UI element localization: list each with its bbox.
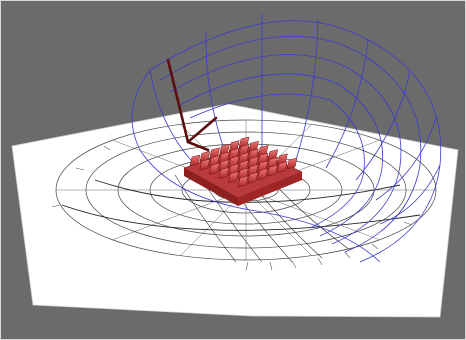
shading-panel [218,167,230,179]
hour-arc [355,69,411,181]
shading-panel [237,175,249,188]
sun-path-arc [149,20,442,263]
shading-panel [208,163,220,175]
shading-panel [267,164,278,177]
sun-path-arc [159,35,422,253]
shading-panel-array [183,136,303,206]
hour-arc [379,164,441,225]
array-edge [184,168,238,206]
sun-vector-head [186,116,218,144]
hour-arc [295,19,319,161]
shading-panel [286,157,298,170]
sun-vector-arrow [166,58,218,152]
array-edge [238,172,302,206]
sun-path-arc [189,93,365,229]
shading-panel [228,171,239,184]
sun-path-arc [169,54,402,245]
sun-path-arc [179,73,384,237]
chart-tick-marks [51,145,413,271]
hour-arc [325,39,369,169]
shading-panel [199,158,210,171]
shading-panel [189,154,201,167]
hour-arc [375,117,437,201]
panel-grid [189,136,298,188]
dome-horizon [131,69,381,263]
shading-panel [247,172,259,184]
sun-vector-tail [186,140,210,152]
shading-panel [276,161,288,173]
shading-panel [257,168,268,181]
sun-vector-shaft [166,58,190,144]
